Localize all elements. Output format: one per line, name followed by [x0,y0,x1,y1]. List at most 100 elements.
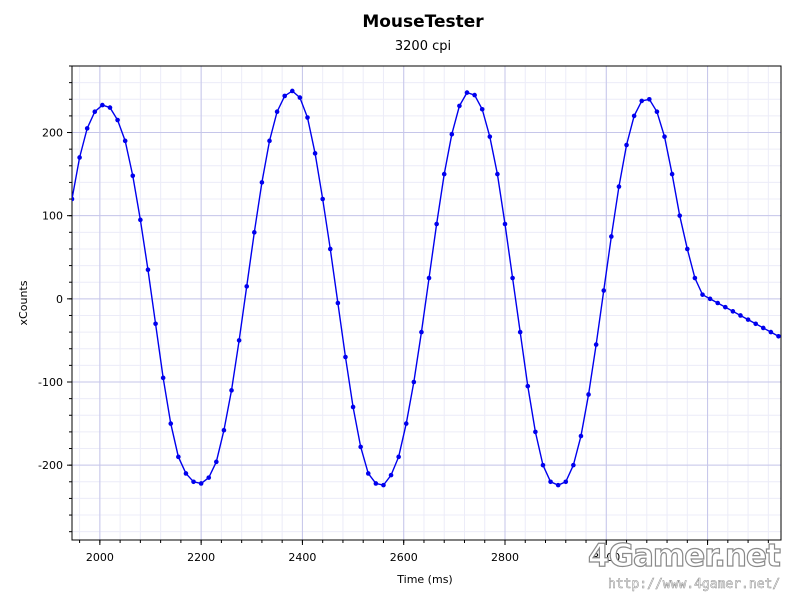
data-point [305,115,310,120]
data-point [487,134,493,139]
data-point [571,462,576,468]
data-point [312,151,318,156]
data-point [533,429,538,435]
data-point [145,267,151,273]
data-point [715,300,720,306]
data-point [669,171,675,177]
data-point [411,379,417,385]
data-point [647,96,652,102]
data-point [677,213,683,218]
data-point [160,375,166,381]
x-axis-label: Time (ms) [396,573,452,586]
x-tick-label: 3000 [592,551,620,564]
data-point [115,117,120,123]
data-point [191,479,196,485]
data-point [183,471,189,476]
data-point [578,433,584,439]
data-point [244,284,250,289]
data-point [122,138,128,144]
data-point [84,126,90,131]
data-point [449,131,455,137]
data-point [654,109,660,115]
data-point [563,479,569,485]
data-point [176,454,181,460]
data-point [616,184,622,189]
data-point [130,173,136,179]
data-point [350,404,356,410]
data-point [343,354,348,360]
data-point [540,462,546,468]
data-point [426,275,432,281]
data-point [168,421,174,426]
data-point [267,138,272,144]
data-point [700,292,705,297]
y-tick-label: -200 [38,459,63,472]
data-point [639,98,645,104]
data-point [229,388,234,393]
x-tick-label: 2800 [491,551,519,564]
data-point [631,113,637,119]
data-point [464,90,470,95]
data-point [320,196,325,202]
axis-ticks [67,65,769,545]
y-tick-label: -100 [38,376,63,389]
data-point [624,142,629,148]
data-point [601,288,607,293]
data-point [358,444,363,450]
x-tick-label: 2400 [288,551,316,564]
data-point [107,105,113,110]
grid [72,65,781,540]
data-point [274,109,280,115]
data-point [335,300,341,306]
data-point [396,454,401,460]
data-point [214,459,219,465]
data-point [221,427,227,433]
data-point [548,479,553,485]
data-point [776,333,781,339]
data-point [707,296,713,302]
y-tick-label: 200 [42,127,63,140]
data-point [419,329,424,335]
data-point [434,221,439,227]
data-point [388,472,394,478]
data-point [745,317,751,322]
data-point [738,313,743,318]
data-point [77,155,82,160]
x-tick-label: 2200 [187,551,215,564]
data-point [441,171,447,177]
y-tick-label: 0 [56,293,63,306]
data-point [100,102,105,108]
data-point [692,275,698,281]
chart-subtitle: 3200 cpi [395,39,451,54]
data-point [760,325,766,331]
data-point [252,230,257,235]
y-tick-label: 100 [42,210,63,223]
data-point [282,93,288,99]
data-point [479,106,485,112]
data-point [206,475,212,480]
data-point [72,196,75,202]
data-point [722,304,728,310]
series-line [72,90,779,486]
data-point [381,482,386,488]
data-point [472,92,477,98]
y-axis-label: xCounts [17,280,30,325]
data-point [92,109,98,115]
data-point [753,321,758,327]
data-point [297,95,303,100]
data-point [236,338,242,343]
data-point [609,234,614,239]
data-point [259,180,265,185]
x-tick-labels: 2000 2200 2400 2600 2800 3000 [86,551,620,564]
data-point [593,342,599,347]
x-tick-label: 2000 [86,551,114,564]
data-point [457,103,462,109]
data-point [586,392,591,397]
chart-title: MouseTester [362,12,484,32]
data-point [525,383,531,389]
data-point [768,329,774,335]
data-point [153,321,158,327]
data-point [662,134,667,139]
x-tick-label: 2600 [390,551,418,564]
